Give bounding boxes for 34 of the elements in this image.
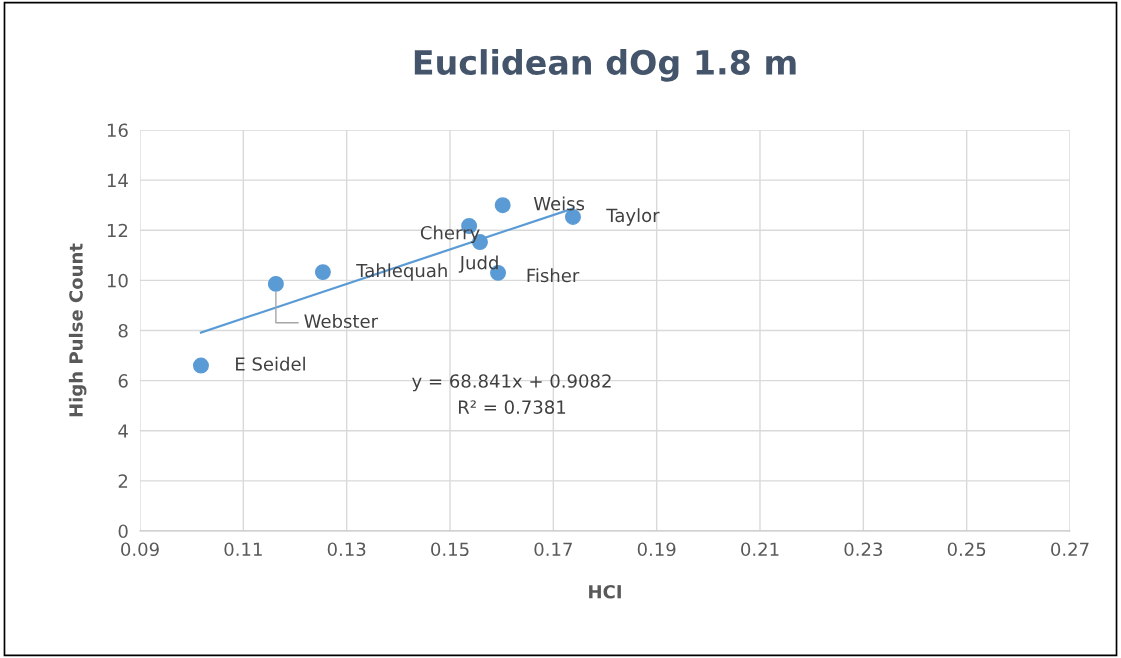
y-tick-label: 10 xyxy=(107,273,128,288)
point xyxy=(192,357,209,374)
x-tick-label: 0.25 xyxy=(947,542,986,557)
x-tick-label: 0.19 xyxy=(637,542,676,557)
y-axis-title: High Pulse Count xyxy=(68,243,87,417)
point xyxy=(494,197,511,214)
annotation: Weiss xyxy=(533,196,585,211)
y-tick-label: 4 xyxy=(118,424,128,438)
annotation: Webster xyxy=(304,314,379,329)
annotation: y = 68.841x + 0.9082 xyxy=(412,374,611,392)
y-tick-label: 2 xyxy=(118,474,128,488)
y-tick-label: 6 xyxy=(118,374,128,388)
x-tick-label: 0.27 xyxy=(1051,542,1089,557)
annotation: Fisher xyxy=(527,268,580,283)
y-tick-label: 8 xyxy=(118,323,128,338)
annotation: R² = 0.7381 xyxy=(458,400,566,414)
x-tick-label: 0.09 xyxy=(121,542,159,557)
annotation: E Seidel xyxy=(236,356,305,371)
x-tick-label: 0.21 xyxy=(741,542,779,557)
y-tick-label: 14 xyxy=(107,173,128,187)
x-tick-label: 0.15 xyxy=(431,542,469,557)
chart-title: Euclidean dOg 1.8 m xyxy=(414,49,796,82)
annotation: Judd xyxy=(458,255,498,273)
y-tick-label: 12 xyxy=(107,223,128,238)
point xyxy=(267,275,284,292)
x-tick-label: 0.17 xyxy=(534,542,572,557)
y-tick-label: 0 xyxy=(118,524,128,539)
x-axis-title: HCI xyxy=(589,584,621,599)
y-tick-label: 16 xyxy=(107,123,128,138)
x-tick-label: 0.13 xyxy=(327,542,366,557)
point xyxy=(314,264,331,281)
annotation: Taylor xyxy=(606,208,660,226)
x-tick-label: 0.23 xyxy=(844,542,882,557)
x-tick-label: 0.11 xyxy=(224,542,262,557)
